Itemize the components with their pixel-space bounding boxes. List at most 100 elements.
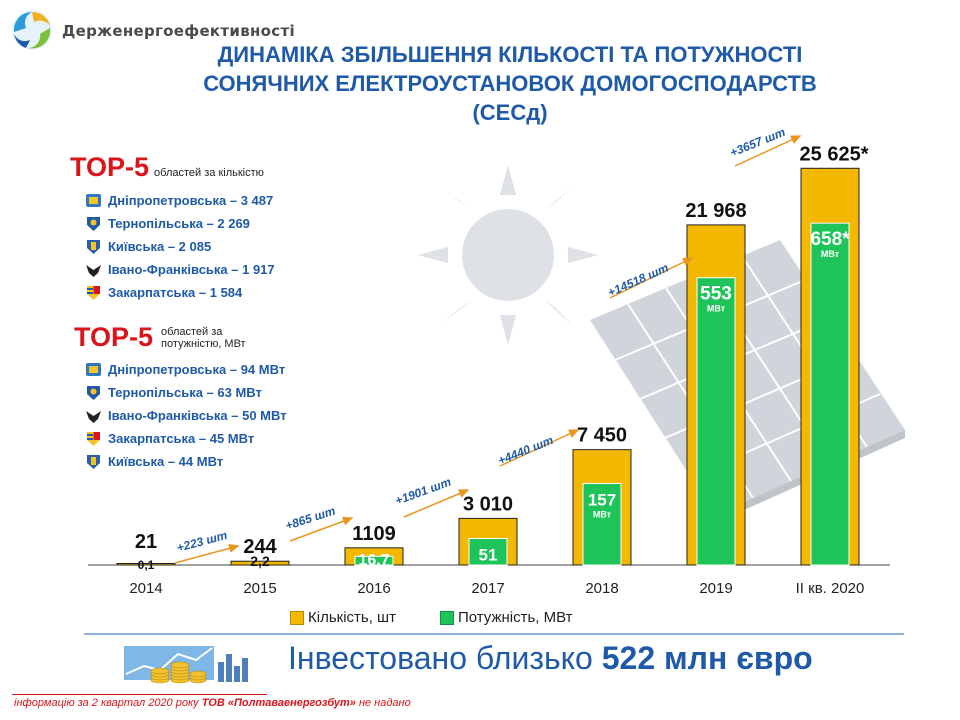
x-tick-label: 2016 — [357, 580, 390, 597]
top5-count-item: Закарпатська – 1 584 — [85, 284, 242, 302]
count-value-label: 1109 — [352, 523, 395, 545]
top5-power-header: TOP-5 областей за потужністю, МВт — [74, 322, 246, 353]
dnipro-coat-icon — [86, 362, 101, 376]
increment-arrow — [734, 135, 802, 167]
count-value-label: 244 — [243, 536, 277, 558]
x-tick-label: 2018 — [585, 580, 618, 597]
top5-count-item: Київська – 2 085 — [85, 237, 211, 255]
top5-count-item: Івано-Франківська – 1 917 — [85, 261, 275, 279]
footnote-company: ТОВ «Полтаваенергозбут» — [201, 697, 356, 709]
top5-count-heading: TOP-5 — [70, 152, 150, 182]
count-value-label: 21 968 — [685, 200, 746, 222]
count-bar — [116, 563, 176, 566]
logo-icon — [12, 10, 52, 50]
top5-count-item-label: Київська – 2 085 — [108, 238, 212, 254]
top5-power-item: Тернопільська – 63 МВт — [85, 383, 262, 401]
power-value-label: 51 — [479, 546, 498, 565]
chart-title-line2: СОНЯЧНИХ ЕЛЕКТРОУСТАНОВОК ДОМОГОСПОДАРСТ… — [203, 71, 817, 96]
top5-count-item-label: Дніпропетровська – 3 487 — [108, 192, 274, 208]
footnote-part1: інформацію за 2 квартал 2020 року — [14, 697, 202, 709]
legend-label-power: Потужність, МВт — [457, 609, 573, 626]
legend-swatch-count — [290, 610, 304, 625]
power-value-label: 0,1 — [138, 558, 155, 572]
top5-power-item-label: Тернопільська – 63 МВт — [108, 384, 262, 400]
footer-divider — [84, 633, 904, 635]
ternopil-coat-icon — [87, 216, 100, 231]
top5-power-item: Закарпатська – 45 МВт — [85, 430, 254, 448]
ivano-frankivsk-coat-icon — [86, 265, 101, 278]
increment-label: +14518 шт — [606, 260, 671, 299]
x-tick-label: II кв. 2020 — [796, 580, 865, 597]
kyiv-coat-icon — [87, 239, 100, 254]
top5-count-subtitle: областей за кількістю — [154, 167, 264, 179]
legend-label-count: Кількість, шт — [308, 609, 396, 626]
brand-name: Держенергоефективності — [62, 22, 295, 40]
increment-label: +3657 шт — [728, 125, 788, 160]
power-unit-label: МВт — [593, 509, 612, 519]
power-unit-label: МВт — [479, 565, 498, 575]
footnote: інформацію за 2 квартал 2020 року ТОВ «П… — [14, 697, 411, 709]
top5-count-item-label: Івано-Франківська – 1 917 — [108, 262, 275, 278]
top5-power-item-label: Івано-Франківська – 50 МВт — [108, 407, 287, 423]
investment-amount: 522 млн євро — [601, 640, 813, 676]
investment-prefix: Інвестовано близько — [288, 640, 602, 676]
count-value-label: 7 450 — [577, 425, 627, 447]
legend-item-count: Кількість, шт — [290, 609, 396, 626]
increment-arrow — [609, 257, 694, 299]
power-bar — [354, 555, 394, 566]
power-value-label: 157 — [588, 490, 616, 509]
top5-power-item-label: Закарпатська – 45 МВт — [108, 431, 255, 447]
increment-label: +1901 шт — [393, 475, 453, 508]
footnote-part2: не надано — [355, 697, 411, 709]
power-value-label: 553 — [700, 284, 732, 305]
footnote-rule — [12, 694, 267, 695]
power-value-label: 658* — [810, 229, 850, 250]
dnipro-coat-icon — [86, 193, 101, 207]
increment-label: +865 шт — [284, 503, 338, 532]
ternopil-coat-icon — [87, 385, 100, 400]
power-bar — [582, 482, 622, 566]
top5-power-item: Дніпропетровська – 94 МВт — [85, 360, 285, 378]
top5-count-item-label: Закарпатська – 1 584 — [108, 285, 243, 301]
power-unit-label: МВт — [821, 249, 840, 259]
top5-count-item: Тернопільська – 2 269 — [85, 214, 250, 232]
count-value-label: 21 — [135, 531, 157, 553]
count-value-label: 3 010 — [463, 493, 513, 515]
top5-power-heading: TOP-5 — [74, 322, 154, 352]
power-value-label: 16,7 — [358, 552, 389, 569]
chart-legend: Кількість, шт Потужність, МВт — [290, 609, 573, 626]
top5-power-item-label: Київська – 44 МВт — [108, 454, 224, 470]
x-tick-label: 2017 — [471, 580, 504, 597]
increment-label: +4440 шт — [496, 433, 556, 468]
power-bar — [810, 222, 850, 566]
zakarpattia-coat-icon — [87, 286, 100, 301]
chart-title-line1: ДИНАМІКА ЗБІЛЬШЕННЯ КІЛЬКОСТІ ТА ПОТУЖНО… — [217, 42, 803, 67]
kyiv-coat-icon — [87, 455, 100, 470]
top5-power-subtitle-line2: потужністю, МВт — [161, 337, 246, 350]
increment-arrow — [174, 544, 240, 564]
x-tick-label: 2015 — [243, 580, 276, 597]
legend-item-power: Потужність, МВт — [439, 609, 573, 626]
investment-text: Інвестовано близько 522 млн євро — [288, 640, 813, 677]
power-value-label: 2,2 — [250, 553, 270, 569]
increment-arrow — [403, 489, 470, 518]
top5-power-item: Івано-Франківська – 50 МВт — [85, 406, 287, 424]
increment-arrow — [499, 429, 580, 467]
chart-title-line3: (СЕСд) — [472, 100, 548, 125]
top5-power-item: Київська – 44 МВт — [85, 453, 223, 471]
top5-count-header: TOP-5 областей за кількістю — [70, 152, 264, 183]
power-bar — [696, 277, 736, 566]
ivano-frankivsk-coat-icon — [86, 410, 101, 423]
power-bar — [468, 538, 508, 566]
x-tick-label: 2019 — [699, 580, 732, 597]
x-tick-label: 2014 — [129, 580, 162, 597]
count-value-label: 25 625* — [800, 143, 869, 165]
money-chart-icon — [124, 646, 248, 684]
top5-count-item: Дніпропетровська – 3 487 — [85, 191, 273, 209]
top5-count-item-label: Тернопільська – 2 269 — [108, 215, 250, 231]
top5-power-item-label: Дніпропетровська – 94 МВт — [108, 361, 286, 377]
legend-swatch-power — [439, 610, 454, 625]
increment-arrow — [289, 516, 354, 542]
count-bar — [230, 560, 290, 566]
